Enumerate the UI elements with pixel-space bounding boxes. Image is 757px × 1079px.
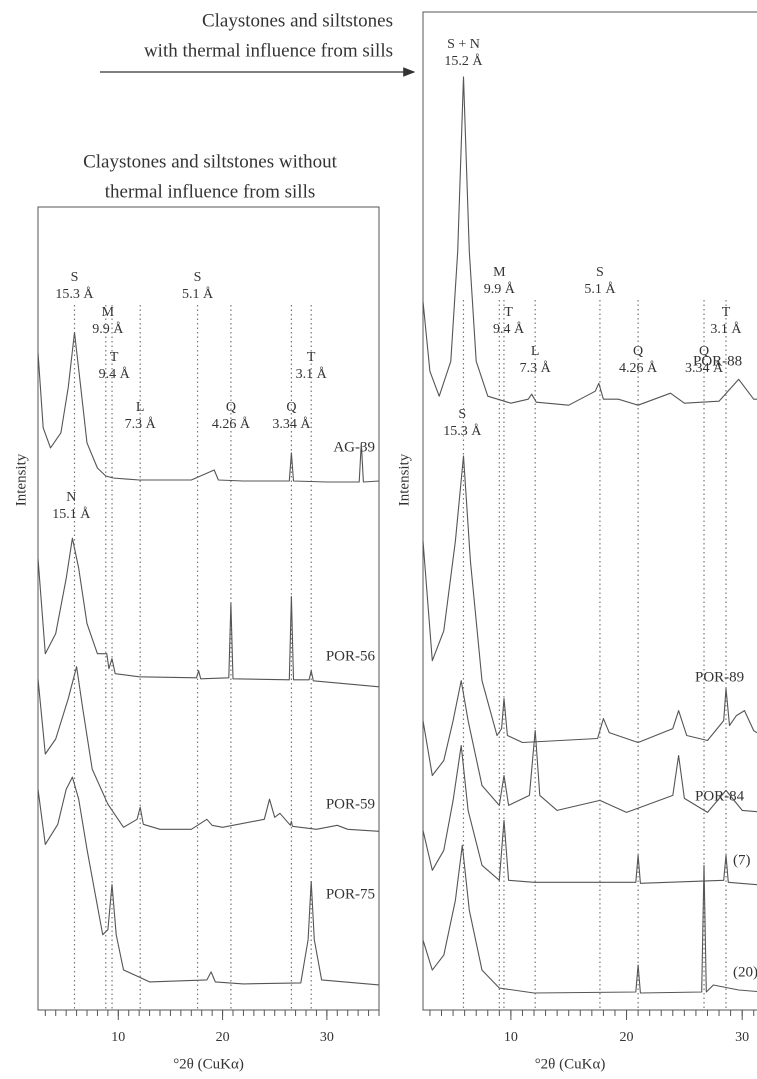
peak-spacing: 7.3 Å (520, 360, 552, 376)
x-axis-label: °2θ (CuKα) (173, 1056, 244, 1072)
peak-label: T (722, 305, 731, 320)
panel-title: with thermal influence from sills (144, 40, 393, 61)
x-axis-label: °2θ (CuKα) (535, 1056, 606, 1072)
sample-label: POR-89 (695, 669, 744, 685)
panel-title: Claystones and siltstones without (83, 151, 338, 172)
peak-label: T (110, 350, 119, 365)
peak-label: S (458, 407, 466, 422)
peak-spacing: 9.4 Å (493, 321, 525, 337)
plot-frame (422, 11, 757, 1011)
x-tick-label: 30 (735, 1030, 749, 1045)
panel-title: Claystones and siltstones (202, 10, 393, 31)
peak-label: N (66, 490, 76, 505)
peak-label: S (194, 270, 202, 285)
peak-label: S (596, 265, 604, 280)
peak-spacing: 3.34 Å (272, 416, 311, 432)
peak-label: Q (633, 344, 643, 359)
peak-spacing: 15.3 Å (55, 286, 94, 302)
peak-spacing: 3.1 Å (710, 321, 742, 337)
peak-label: Q (699, 344, 709, 359)
xrd-trace (422, 455, 757, 744)
peak-spacing: 7.3 Å (125, 416, 157, 432)
x-tick-label: 20 (216, 1030, 230, 1045)
peak-label: S + N (447, 37, 480, 52)
sample-label: POR-59 (326, 796, 375, 812)
x-tick-label: 10 (504, 1030, 518, 1045)
sample-label: POR-56 (326, 648, 376, 664)
xrd-trace (422, 744, 757, 886)
peak-spacing: 5.1 Å (584, 281, 616, 297)
peak-label: M (493, 265, 506, 280)
peak-spacing: 3.34 Å (685, 360, 724, 376)
sample-label: POR-84 (695, 788, 745, 804)
xrd-trace (37, 666, 380, 832)
sample-label: AG-39 (333, 439, 375, 455)
peak-label: M (102, 305, 115, 320)
peak-spacing: 15.2 Å (444, 53, 483, 69)
xrd-trace (422, 76, 757, 406)
peak-spacing: 3.1 Å (296, 366, 328, 382)
peak-label: Q (286, 400, 296, 415)
peak-label: S (71, 270, 79, 285)
sample-label: (7) (733, 852, 751, 868)
xrd-trace (37, 776, 380, 986)
xrd-trace (422, 680, 757, 813)
xrd-trace (37, 331, 380, 483)
peak-spacing: 9.4 Å (99, 366, 131, 382)
y-axis-label: Intensity (396, 453, 412, 506)
xrd-trace (422, 844, 757, 994)
x-tick-label: 30 (320, 1030, 334, 1045)
peak-spacing: 15.1 Å (52, 506, 91, 522)
peak-spacing: 15.3 Å (443, 423, 482, 439)
peak-label: L (531, 344, 540, 359)
peak-spacing: 4.26 Å (212, 416, 251, 432)
sample-label: POR-88 (693, 353, 742, 369)
xrd-trace (37, 537, 380, 688)
sample-label: POR-75 (326, 886, 375, 902)
peak-label: T (307, 350, 316, 365)
sample-label: (20) (733, 964, 757, 980)
panel-title: thermal influence from sills (105, 181, 316, 202)
peak-label: Q (226, 400, 236, 415)
peak-spacing: 9.9 Å (484, 281, 516, 297)
y-axis-label: Intensity (13, 453, 29, 506)
peak-spacing: 5.1 Å (182, 286, 214, 302)
peak-label: L (136, 400, 145, 415)
peak-label: T (504, 305, 513, 320)
peak-spacing: 4.26 Å (619, 360, 658, 376)
x-tick-label: 20 (620, 1030, 634, 1045)
plot-frame (37, 206, 380, 1011)
x-tick-label: 10 (111, 1030, 125, 1045)
peak-spacing: 9.9 Å (92, 321, 124, 337)
